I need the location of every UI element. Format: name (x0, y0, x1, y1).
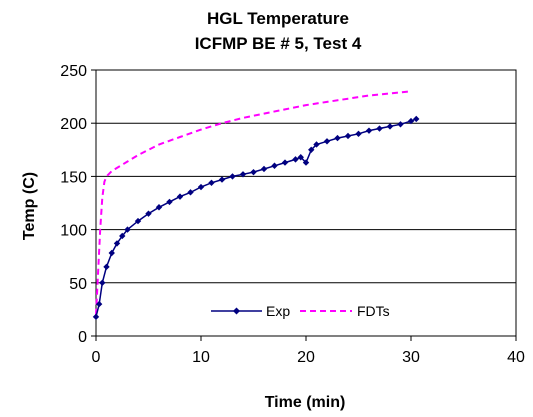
exp-point (108, 249, 115, 257)
exp-point (386, 123, 394, 130)
x-tick-label: 40 (507, 349, 525, 366)
exp-point (407, 117, 415, 125)
exp-point (308, 146, 315, 153)
exp-point (297, 154, 304, 161)
exp-point (103, 263, 110, 271)
exp-point (397, 121, 404, 128)
legend-exp-label: Exp (266, 303, 290, 319)
exp-point (334, 134, 341, 142)
x-tick-label: 30 (402, 349, 420, 366)
exp-point (119, 232, 126, 240)
exp-point (218, 176, 226, 183)
exp-point (292, 156, 299, 163)
exp-point (113, 240, 121, 247)
legend: Exp FDTs (211, 303, 390, 319)
x-tick-label: 0 (92, 349, 101, 366)
legend-exp-marker (233, 307, 240, 315)
exp-point (344, 132, 352, 140)
y-axis: 0 50 100 150 200 250 (60, 63, 96, 346)
chart-subtitle: ICFMP BE # 5, Test 4 (195, 34, 362, 53)
exp-point (197, 183, 205, 191)
x-axis-label: Time (min) (265, 394, 346, 411)
y-tick-label: 200 (60, 116, 87, 133)
exp-point (376, 125, 383, 132)
exp-point (166, 198, 173, 206)
x-tick-label: 20 (297, 349, 315, 366)
y-tick-label: 0 (78, 329, 87, 346)
exp-point (124, 226, 131, 233)
exp-point (355, 130, 362, 138)
series-layer (92, 90, 420, 321)
y-tick-label: 50 (69, 276, 87, 293)
exp-point (313, 141, 320, 148)
exp-point (187, 189, 194, 196)
exp-point (239, 171, 247, 178)
series-fdts-line (95, 90, 412, 315)
exp-point (99, 279, 106, 286)
legend-fdts-label: FDTs (357, 303, 390, 319)
plot-area (95, 69, 517, 337)
exp-point (229, 173, 236, 180)
exp-point (95, 300, 103, 308)
exp-point (145, 210, 152, 217)
y-axis-label: Temp (C) (21, 172, 38, 240)
exp-point (92, 313, 100, 321)
x-axis: 0 10 20 30 40 (92, 336, 525, 366)
series-exp-line (95, 118, 417, 317)
exp-point (413, 115, 420, 123)
exp-point (260, 165, 268, 173)
exp-point (155, 204, 163, 211)
exp-point (208, 179, 215, 186)
exp-point (271, 162, 278, 169)
exp-point (176, 193, 184, 200)
y-tick-label: 100 (60, 223, 87, 240)
exp-point (365, 127, 373, 134)
x-tick-label: 10 (192, 349, 210, 366)
y-tick-label: 250 (60, 63, 87, 80)
exp-point (323, 138, 331, 145)
exp-point (250, 168, 257, 176)
gridlines (96, 122, 516, 284)
exp-point (281, 159, 289, 166)
exp-point (302, 159, 310, 166)
exp-point (134, 217, 142, 225)
y-tick-label: 150 (60, 169, 87, 186)
chart-title: HGL Temperature (207, 9, 349, 28)
